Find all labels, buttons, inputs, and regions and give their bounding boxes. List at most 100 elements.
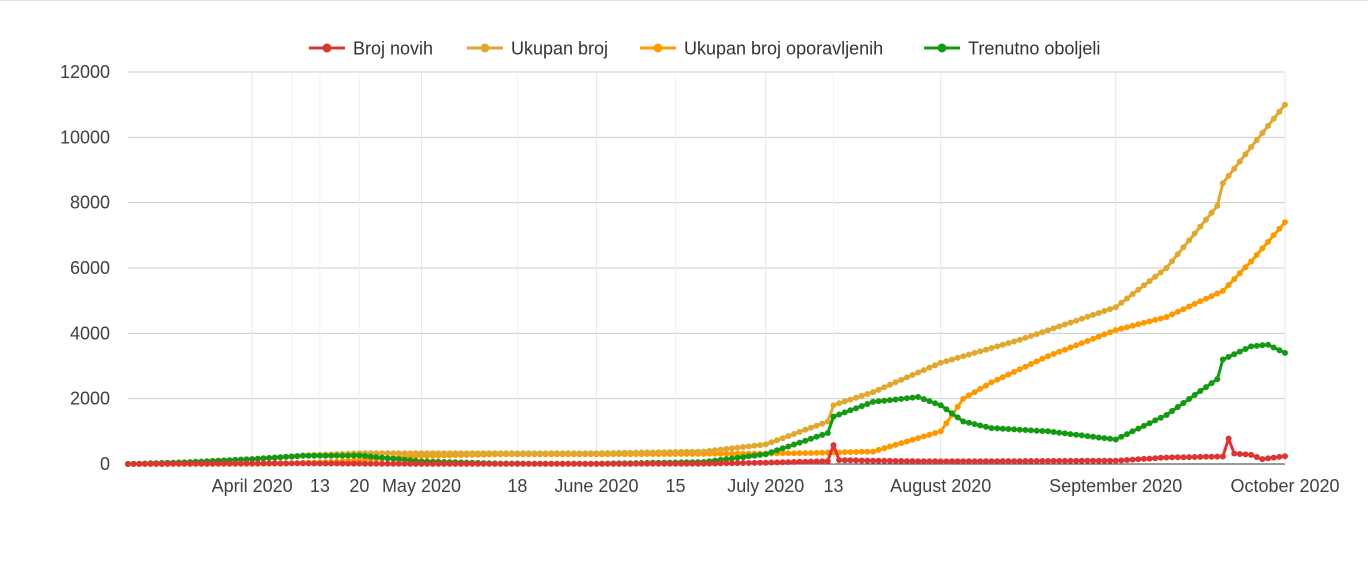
data-point[interactable] (1152, 316, 1159, 323)
data-point[interactable] (1231, 450, 1238, 457)
data-point[interactable] (881, 384, 888, 391)
data-point[interactable] (395, 456, 402, 463)
data-point[interactable] (836, 400, 843, 407)
data-point[interactable] (305, 452, 312, 459)
data-point[interactable] (932, 430, 939, 436)
data-point[interactable] (1078, 457, 1085, 464)
data-point[interactable] (1248, 258, 1255, 265)
data-point[interactable] (1197, 453, 1204, 460)
data-point[interactable] (1253, 251, 1260, 258)
data-point[interactable] (1203, 453, 1209, 460)
data-point[interactable] (875, 398, 882, 405)
data-point[interactable] (147, 460, 154, 467)
data-point[interactable] (988, 425, 995, 432)
data-point[interactable] (1169, 258, 1176, 265)
data-point[interactable] (982, 423, 989, 430)
data-point[interactable] (587, 450, 594, 457)
data-point[interactable] (1028, 458, 1034, 464)
data-point[interactable] (254, 460, 261, 467)
data-point[interactable] (830, 402, 837, 409)
data-point[interactable] (379, 454, 385, 461)
data-point[interactable] (762, 459, 769, 466)
data-point[interactable] (965, 351, 972, 358)
data-point[interactable] (1101, 331, 1108, 338)
data-point[interactable] (1186, 396, 1193, 402)
data-point[interactable] (903, 438, 910, 445)
data-point[interactable] (1124, 324, 1130, 331)
data-point[interactable] (1163, 314, 1170, 320)
data-point[interactable] (841, 409, 848, 416)
data-point[interactable] (886, 443, 893, 450)
data-point[interactable] (604, 450, 611, 456)
data-point[interactable] (1078, 340, 1085, 347)
data-point[interactable] (768, 459, 775, 466)
data-point[interactable] (1011, 368, 1018, 375)
data-point[interactable] (1231, 276, 1238, 283)
data-point[interactable] (926, 398, 933, 405)
data-point[interactable] (215, 460, 222, 467)
data-point[interactable] (723, 456, 730, 463)
data-point[interactable] (1101, 457, 1108, 464)
data-point[interactable] (407, 460, 414, 467)
data-point[interactable] (1140, 455, 1147, 462)
data-point[interactable] (1231, 351, 1238, 358)
data-point[interactable] (1208, 380, 1215, 387)
data-point[interactable] (740, 460, 747, 466)
data-point[interactable] (1016, 458, 1023, 465)
data-point[interactable] (898, 376, 905, 383)
data-point[interactable] (971, 349, 978, 356)
data-point[interactable] (717, 446, 724, 453)
data-point[interactable] (531, 460, 538, 467)
data-point[interactable] (1056, 348, 1063, 355)
data-point[interactable] (1146, 318, 1153, 325)
data-point[interactable] (728, 460, 735, 467)
data-point[interactable] (926, 431, 933, 438)
data-point[interactable] (1146, 420, 1153, 427)
data-point[interactable] (1191, 300, 1198, 307)
data-point[interactable] (1005, 340, 1012, 347)
data-point[interactable] (813, 433, 820, 440)
data-point[interactable] (999, 425, 1006, 432)
data-point[interactable] (915, 394, 922, 400)
data-point[interactable] (853, 449, 860, 455)
data-point[interactable] (1095, 457, 1102, 464)
data-point[interactable] (858, 392, 865, 399)
data-point[interactable] (791, 450, 797, 457)
data-point[interactable] (779, 445, 786, 452)
data-point[interactable] (1005, 458, 1012, 465)
data-point[interactable] (328, 452, 335, 459)
data-point[interactable] (1118, 299, 1125, 306)
data-point[interactable] (886, 457, 893, 464)
data-point[interactable] (858, 457, 865, 464)
data-point[interactable] (220, 460, 227, 467)
data-point[interactable] (768, 449, 775, 456)
data-point[interactable] (497, 460, 504, 467)
data-point[interactable] (537, 460, 543, 467)
data-point[interactable] (791, 459, 797, 465)
data-point[interactable] (977, 422, 984, 429)
data-point[interactable] (683, 460, 690, 467)
data-point[interactable] (1219, 453, 1226, 460)
data-point[interactable] (977, 458, 984, 465)
data-point[interactable] (796, 458, 803, 465)
data-point[interactable] (1135, 456, 1142, 463)
data-point[interactable] (390, 460, 397, 467)
data-point[interactable] (1084, 338, 1091, 344)
data-point[interactable] (1282, 453, 1288, 460)
data-point[interactable] (1276, 453, 1283, 460)
data-point[interactable] (915, 369, 922, 376)
data-point[interactable] (1253, 137, 1260, 144)
data-point[interactable] (751, 452, 758, 459)
data-point[interactable] (1169, 311, 1176, 318)
data-point[interactable] (796, 450, 803, 457)
data-point[interactable] (553, 450, 560, 457)
data-point[interactable] (458, 460, 464, 467)
data-point[interactable] (1265, 238, 1272, 245)
data-point[interactable] (819, 449, 826, 456)
data-point[interactable] (926, 458, 933, 465)
data-point[interactable] (937, 402, 944, 409)
data-point[interactable] (1163, 412, 1170, 418)
data-point[interactable] (1186, 237, 1193, 244)
data-point[interactable] (1090, 457, 1097, 464)
data-point[interactable] (785, 450, 792, 457)
